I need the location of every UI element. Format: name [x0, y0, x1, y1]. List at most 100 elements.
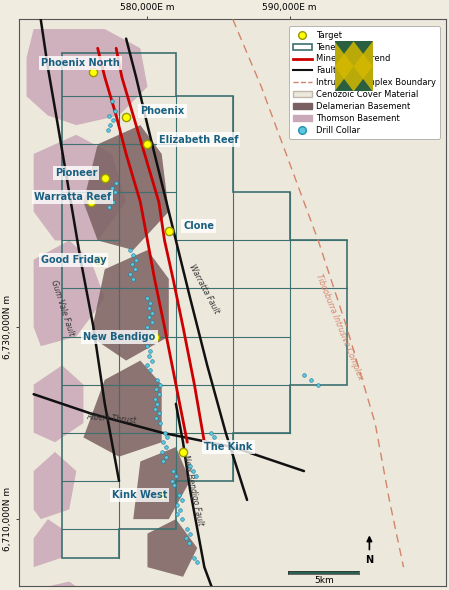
Point [151, 332, 158, 341]
Point [151, 404, 158, 414]
Point [147, 346, 154, 356]
Point [191, 553, 198, 562]
Point [113, 178, 120, 188]
Point [154, 399, 161, 408]
Point [108, 96, 115, 106]
Point [180, 447, 187, 457]
Text: Warratta Fault: Warratta Fault [188, 263, 221, 314]
Point [108, 183, 115, 192]
Polygon shape [133, 447, 190, 519]
Point [90, 67, 97, 77]
Point [161, 428, 168, 437]
Polygon shape [34, 135, 126, 241]
Text: Good Friday: Good Friday [41, 255, 106, 265]
Text: Tibooburra Intrusive Complex: Tibooburra Intrusive Complex [314, 273, 365, 381]
Point [131, 264, 138, 274]
Point [174, 510, 181, 519]
Point [147, 365, 154, 375]
Point [130, 250, 137, 260]
Point [171, 481, 178, 490]
Point [211, 432, 218, 442]
Point [168, 476, 175, 486]
Point [148, 337, 155, 346]
Point [144, 293, 151, 303]
Point [159, 457, 167, 466]
Text: Kink West: Kink West [112, 490, 167, 500]
Point [308, 375, 315, 385]
Polygon shape [34, 365, 84, 442]
Point [107, 120, 114, 130]
Point [111, 188, 119, 197]
Point [189, 466, 197, 476]
Point [132, 255, 140, 264]
Point [87, 197, 94, 206]
Text: The Kink: The Kink [204, 442, 253, 452]
Point [148, 317, 155, 327]
Point [144, 322, 151, 332]
Point [155, 389, 163, 399]
Point [154, 375, 161, 385]
Polygon shape [147, 519, 197, 577]
Point [178, 514, 185, 524]
Point [145, 332, 153, 341]
Text: Albert Thrust: Albert Thrust [87, 412, 137, 425]
Point [130, 274, 137, 284]
Polygon shape [84, 360, 162, 457]
Point [144, 360, 151, 370]
Legend: Target, Tenement, Mineralised Trend, Fault, Intrusive Complex Boundary, Cenozoic: Target, Tenement, Mineralised Trend, Fau… [289, 27, 440, 139]
Text: New Bendigo: New Bendigo [84, 332, 156, 342]
Point [169, 466, 176, 476]
Text: Pioneer: Pioneer [55, 168, 97, 178]
Polygon shape [48, 582, 76, 586]
Point [165, 226, 172, 235]
Text: Elizabeth Reef: Elizabeth Reef [159, 135, 238, 145]
Text: Phoenix: Phoenix [141, 106, 185, 116]
Polygon shape [34, 519, 62, 567]
Point [315, 380, 322, 389]
Polygon shape [26, 29, 147, 125]
Point [127, 245, 134, 255]
Text: Warratta Reef: Warratta Reef [34, 192, 111, 202]
Point [144, 342, 151, 351]
Point [184, 524, 191, 533]
Point [104, 125, 111, 135]
Point [185, 539, 192, 548]
Point [148, 308, 155, 317]
Point [147, 298, 154, 307]
Point [159, 438, 167, 447]
Point [110, 116, 117, 125]
Point [208, 428, 215, 437]
Point [300, 371, 308, 380]
Point [163, 452, 170, 461]
Polygon shape [34, 241, 105, 346]
Point [123, 113, 130, 122]
Text: Clone: Clone [183, 221, 214, 231]
Point [106, 202, 113, 212]
Point [151, 394, 158, 404]
Polygon shape [335, 41, 373, 91]
Point [192, 471, 199, 481]
Polygon shape [34, 452, 76, 519]
Text: Phoenix North: Phoenix North [41, 58, 119, 68]
Point [186, 461, 194, 471]
Point [107, 192, 114, 202]
Point [155, 409, 163, 418]
Point [110, 197, 117, 206]
Point [176, 505, 184, 514]
Point [194, 558, 201, 567]
Point [172, 471, 180, 481]
Text: N: N [365, 555, 374, 565]
Point [101, 173, 108, 183]
Point [144, 140, 151, 149]
Point [175, 490, 182, 500]
Point [174, 500, 181, 509]
Point [145, 313, 153, 322]
Polygon shape [84, 125, 169, 250]
Text: 5km: 5km [314, 576, 334, 585]
Point [128, 260, 136, 269]
Point [158, 447, 165, 457]
Point [182, 533, 189, 543]
Point [127, 270, 134, 279]
Point [148, 356, 155, 365]
Polygon shape [353, 41, 392, 91]
